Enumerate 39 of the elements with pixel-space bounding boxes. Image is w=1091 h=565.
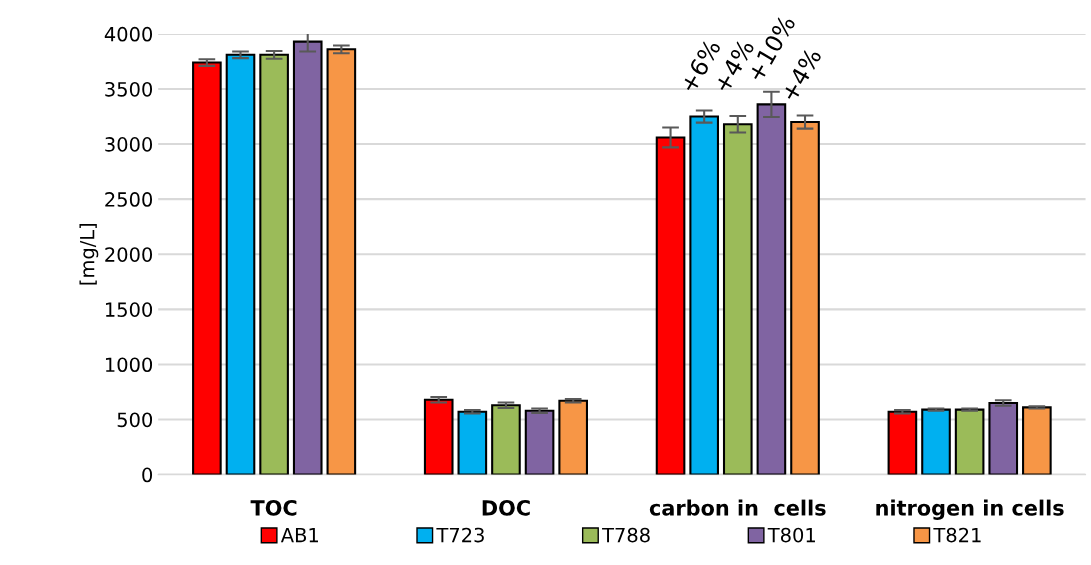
bar	[756, 103, 787, 475]
legend-label: T788	[602, 527, 650, 543]
bar	[457, 410, 488, 475]
bar	[722, 123, 753, 475]
y-tick-label: 0	[142, 467, 153, 483]
bar	[921, 408, 951, 475]
bar	[491, 404, 521, 475]
x-tick-label: nitrogen in cells	[876, 499, 1064, 520]
y-tick-label: 3000	[105, 137, 153, 152]
y-tick-label: 500	[117, 412, 153, 428]
bar	[954, 408, 985, 475]
bar	[988, 401, 1019, 475]
bar	[558, 399, 589, 475]
y-tick-label: 2000	[105, 247, 153, 262]
y-tick-label: 3500	[105, 81, 153, 97]
x-tick-label: carbon in cells	[649, 499, 826, 516]
bar	[423, 398, 454, 475]
bar	[524, 409, 555, 475]
y-axis-title: [mg/L]	[79, 224, 99, 285]
bar	[259, 53, 289, 475]
legend-label: AB1	[280, 527, 318, 543]
y-tick-label: 4000	[104, 26, 153, 42]
x-tick-label: TOC	[250, 499, 297, 516]
y-tick-label: 1000	[105, 357, 153, 373]
bar	[655, 136, 686, 475]
bar	[192, 61, 222, 475]
bar	[790, 121, 820, 475]
x-tick-label: DOC	[482, 499, 530, 516]
legend-label: T801	[767, 527, 815, 543]
y-tick-label: 2500	[105, 192, 153, 207]
legend-label: T821	[933, 527, 981, 543]
legend-label: T723	[436, 527, 484, 543]
bar	[1022, 406, 1052, 475]
y-tick-label: 1500	[105, 302, 153, 317]
bar	[326, 48, 357, 475]
bar	[225, 53, 256, 475]
bar	[887, 410, 918, 475]
bar	[689, 115, 719, 475]
bar	[292, 40, 323, 475]
